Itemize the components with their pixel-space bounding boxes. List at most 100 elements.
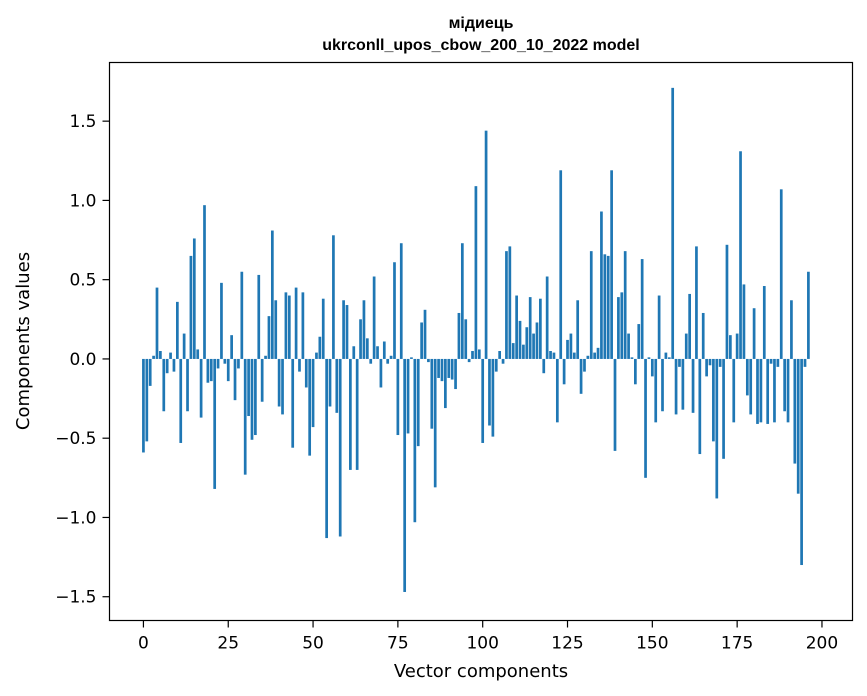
bar-46	[298, 358, 301, 372]
bar-84	[427, 358, 430, 363]
bar-138	[610, 170, 613, 359]
bar-81	[416, 358, 420, 447]
bar-9	[172, 358, 176, 372]
bar-27	[233, 358, 237, 401]
bar-108	[508, 246, 512, 359]
bar-185	[769, 358, 773, 364]
bar-41	[281, 358, 284, 415]
bar-30	[243, 358, 247, 475]
bar-124	[562, 358, 566, 385]
bar-148	[644, 358, 647, 478]
bar-47	[301, 292, 305, 359]
y-tick-label: −1.5	[55, 588, 96, 608]
bar-154	[664, 352, 668, 359]
bar-167	[708, 358, 712, 366]
bar-173	[729, 335, 732, 359]
x-tick-label: 25	[217, 634, 239, 654]
y-tick-label: 1.0	[69, 191, 96, 211]
bar-4	[155, 287, 159, 359]
bar-69	[376, 346, 379, 359]
bar-120	[549, 351, 552, 359]
bar-127	[572, 352, 576, 359]
bar-133	[593, 352, 597, 359]
bar-157	[674, 358, 678, 415]
bar-16	[196, 349, 200, 359]
bar-152	[657, 295, 661, 359]
bar-123	[559, 170, 563, 359]
bar-88	[440, 358, 444, 382]
plot-frame	[108, 61, 854, 622]
bar-117	[539, 298, 542, 359]
bar-63	[355, 358, 359, 470]
bar-36	[264, 355, 267, 359]
bar-35	[260, 358, 264, 402]
bar-179	[749, 358, 753, 415]
chart-subtitle: ukrconll_upos_cbow_200_10_2022 model	[322, 37, 639, 54]
bar-146	[637, 324, 641, 359]
bar-132	[589, 251, 593, 359]
bar-53	[321, 298, 325, 359]
bar-44	[291, 358, 295, 448]
bar-147	[640, 259, 644, 359]
bar-191	[790, 300, 793, 359]
bar-103	[491, 358, 495, 437]
bar-196	[807, 271, 810, 359]
bar-180	[752, 308, 756, 359]
bar-55	[328, 358, 332, 407]
bar-34	[257, 274, 261, 359]
bar-169	[715, 358, 719, 499]
bar-71	[382, 341, 386, 359]
bar-144	[630, 357, 634, 359]
bar-97	[471, 351, 474, 359]
bar-94	[460, 243, 464, 359]
bar-75	[396, 358, 400, 436]
bar-164	[698, 358, 702, 455]
bar-135	[600, 211, 603, 359]
y-axis-label: Components values	[13, 252, 34, 430]
bar-156	[671, 87, 675, 359]
bar-119	[545, 276, 549, 359]
bar-114	[528, 297, 532, 359]
bar-77	[403, 358, 407, 592]
bar-80	[413, 358, 417, 523]
bar-82	[420, 322, 423, 359]
bar-151	[654, 358, 658, 423]
bar-17	[199, 358, 203, 418]
bar-57	[335, 358, 339, 413]
bar-100	[481, 358, 485, 443]
bar-110	[515, 295, 518, 359]
bar-136	[603, 254, 607, 359]
bar-150	[650, 358, 654, 377]
bar-171	[722, 358, 725, 459]
bar-92	[454, 358, 457, 390]
bar-15	[192, 238, 196, 359]
bar-18	[203, 205, 206, 359]
bar-126	[569, 333, 573, 359]
bar-161	[688, 293, 691, 359]
bar-51	[315, 352, 318, 359]
bar-105	[498, 351, 502, 359]
bar-50	[311, 358, 315, 428]
bar-67	[369, 358, 373, 364]
bar-113	[525, 327, 529, 359]
bar-116	[535, 322, 539, 359]
x-tick-label: 100	[466, 634, 498, 654]
bar-91	[450, 358, 454, 380]
bar-155	[667, 357, 671, 359]
bar-176	[739, 151, 742, 359]
x-tick-label: 200	[806, 634, 838, 654]
chart-title: мідиець	[449, 15, 514, 32]
bar-1	[145, 358, 149, 442]
bar-96	[467, 358, 471, 363]
bar-137	[606, 255, 610, 359]
bar-2	[148, 358, 152, 386]
bar-165	[701, 312, 705, 359]
bar-83	[423, 309, 427, 359]
bar-168	[712, 358, 715, 442]
bar-118	[542, 358, 546, 374]
bar-8	[169, 352, 172, 359]
bar-76	[399, 243, 403, 359]
bar-142	[623, 251, 627, 359]
bar-182	[759, 358, 763, 423]
y-tick-label: −1.0	[55, 508, 96, 528]
